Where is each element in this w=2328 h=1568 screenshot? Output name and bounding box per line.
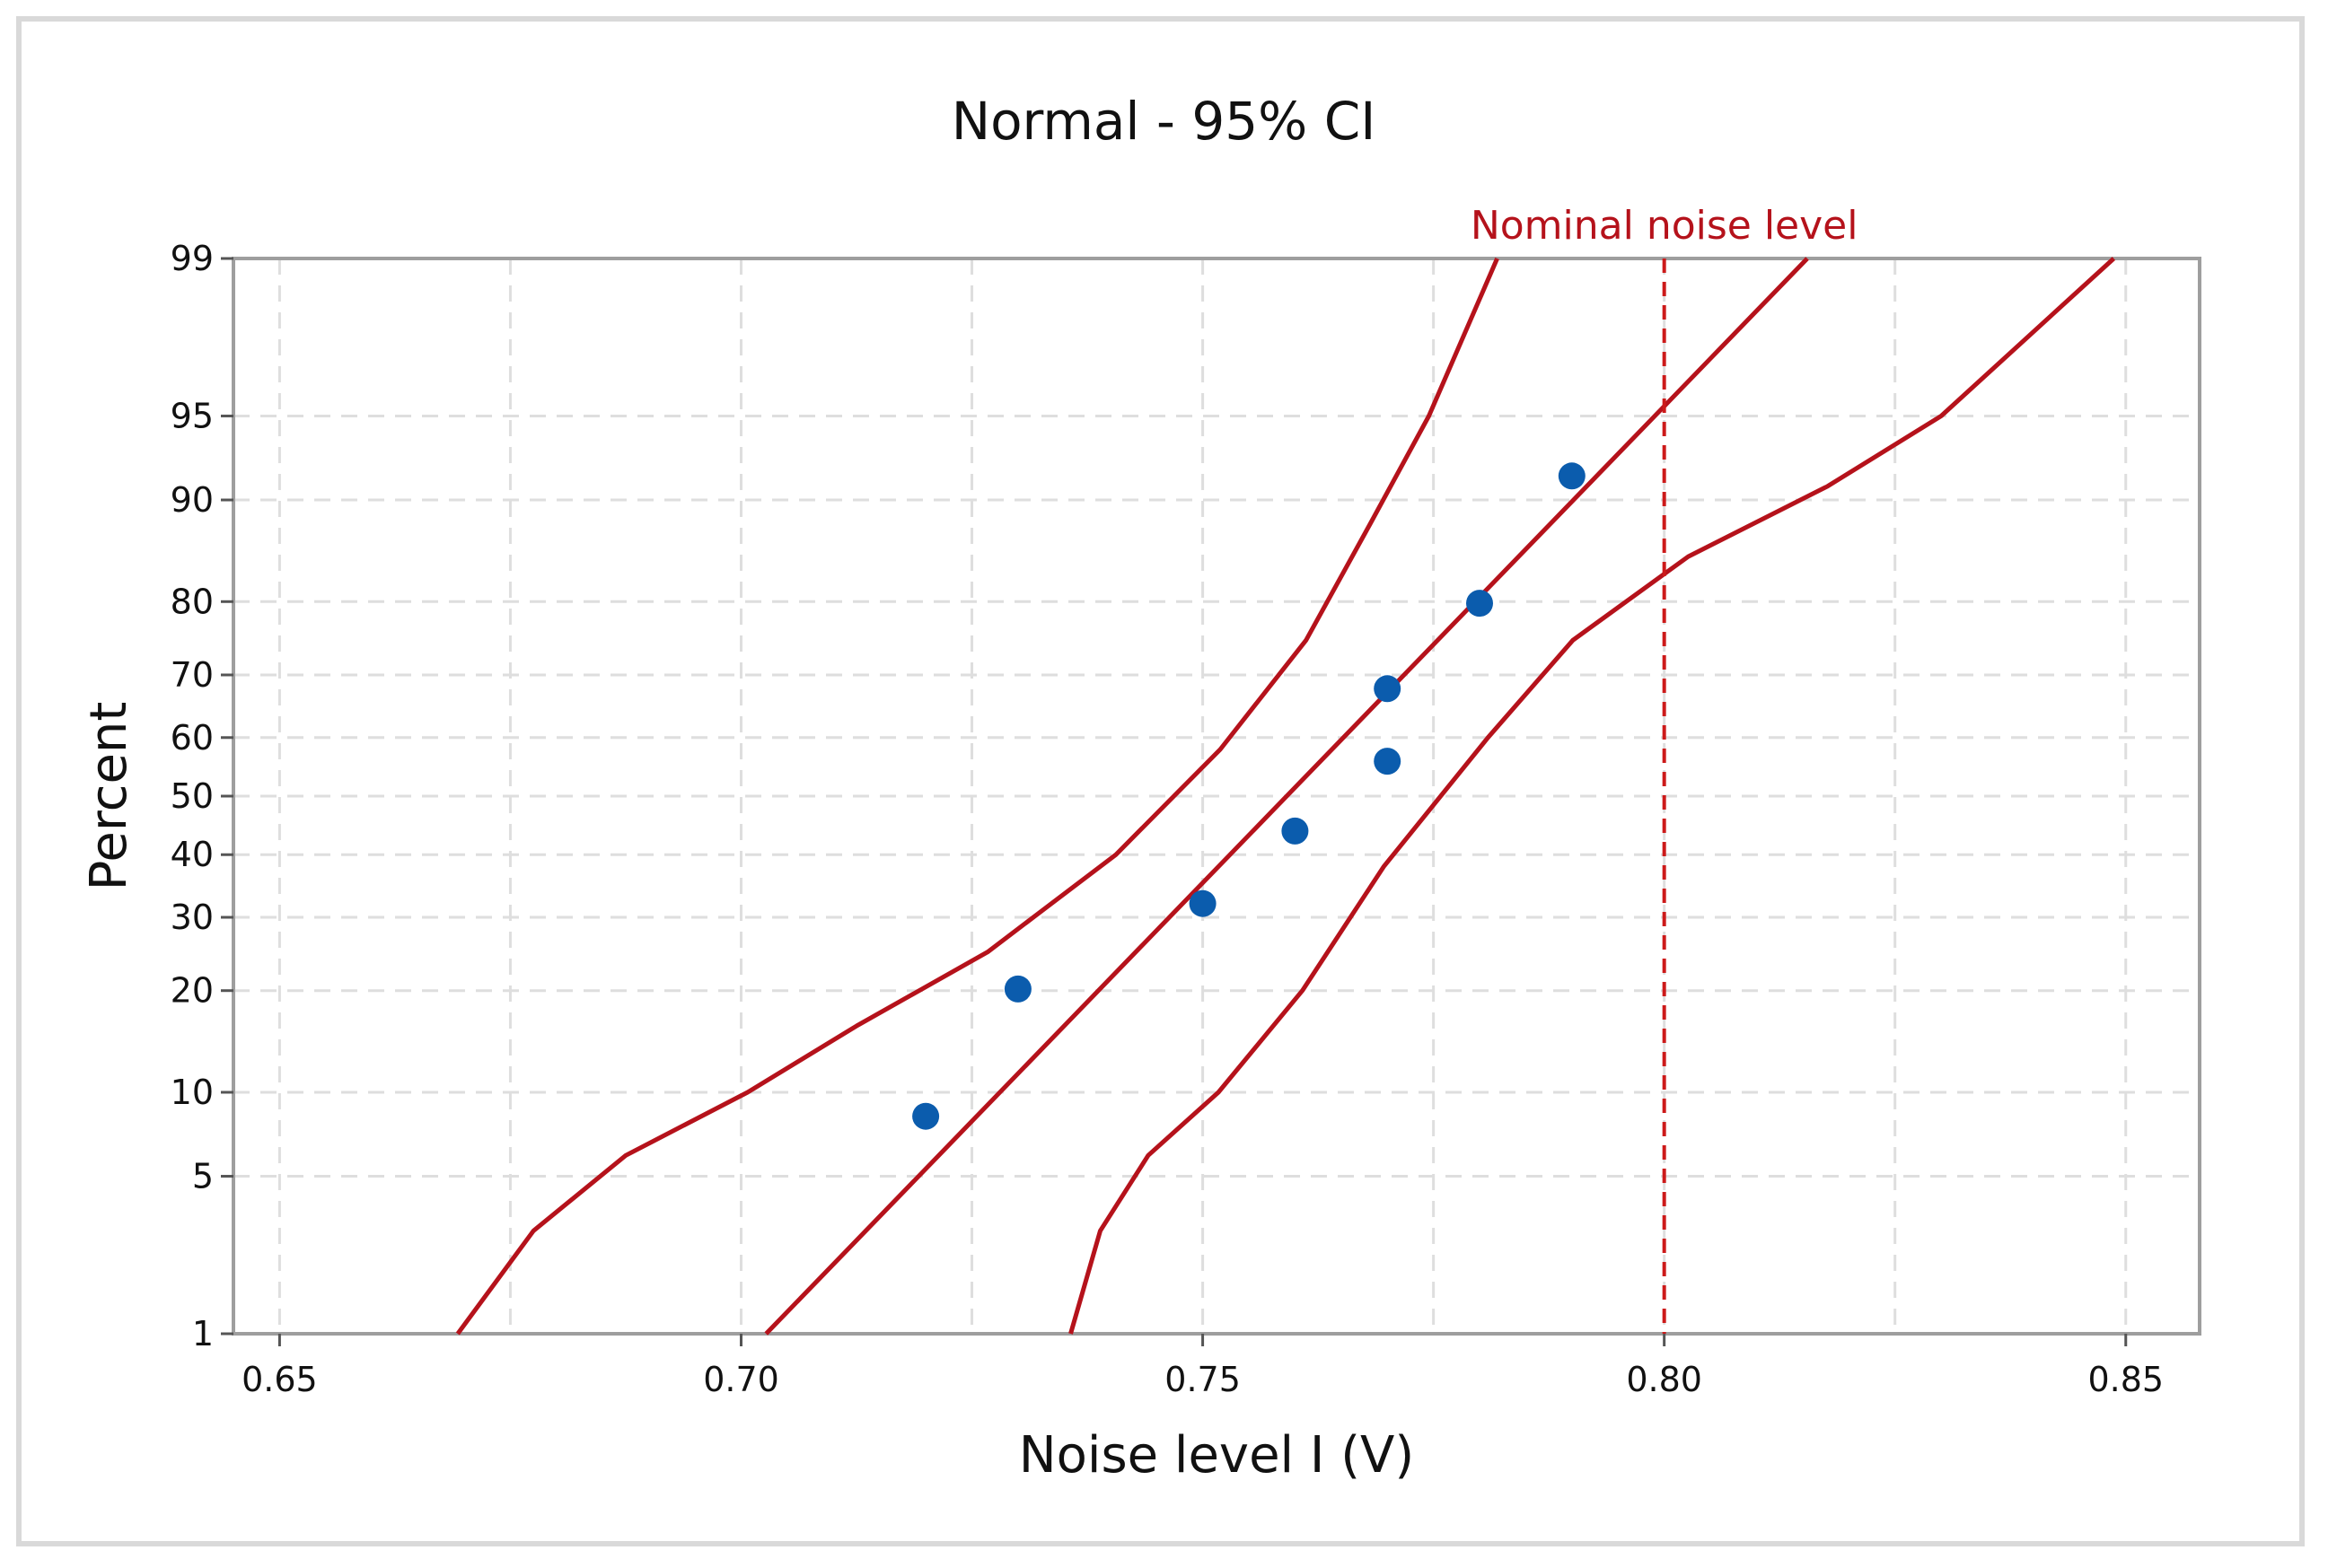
- ci-bound-left-curve: [455, 258, 1499, 1336]
- x-tick-label: 0.85: [2087, 1360, 2164, 1399]
- data-point: [1466, 590, 1493, 618]
- data-point: [1558, 462, 1586, 490]
- reference-line-label: Nominal noise level: [1471, 203, 1858, 249]
- reference-line-group: Nominal noise level: [1471, 203, 1858, 1334]
- y-tick-label: 50: [171, 776, 214, 816]
- y-tick-label: 20: [171, 971, 214, 1011]
- y-tick-label: 70: [171, 655, 214, 695]
- fit-and-ci-curves: [455, 257, 2116, 1336]
- y-tick-label: 80: [171, 582, 214, 621]
- fitted-line: [764, 257, 1809, 1336]
- data-point: [912, 1102, 940, 1130]
- x-axis-ticks: 0.65 0.70 0.75 0.80 0.85: [242, 1334, 2164, 1399]
- data-point: [1004, 975, 1032, 1003]
- y-tick-label: 60: [171, 718, 214, 758]
- y-tick-label: 95: [171, 396, 214, 435]
- x-tick-label: 0.75: [1164, 1360, 1241, 1399]
- y-tick-label: 99: [171, 239, 214, 278]
- ci-bound-right-curve: [1068, 257, 2116, 1335]
- x-tick-label: 0.70: [703, 1360, 779, 1399]
- y-axis-ticks: 1 5 10 20 30 40 50 60 70 80 90 95 99: [171, 239, 233, 1353]
- y-tick-label: 10: [171, 1073, 214, 1112]
- y-tick-label: 1: [192, 1314, 214, 1353]
- y-axis-title: Percent: [80, 702, 138, 891]
- y-tick-label: 5: [192, 1157, 214, 1196]
- data-point: [1189, 889, 1217, 917]
- data-point: [1281, 817, 1309, 845]
- y-tick-label: 30: [171, 898, 214, 937]
- chart-frame: [16, 16, 2305, 1546]
- chart-title: Normal - 95% CI: [952, 91, 1376, 152]
- data-point: [1374, 675, 1401, 703]
- data-point: [1374, 748, 1401, 775]
- y-tick-label: 40: [171, 835, 214, 874]
- x-tick-label: 0.80: [1626, 1360, 1702, 1399]
- x-axis-title: Noise level I (V): [1019, 1426, 1414, 1485]
- y-tick-label: 90: [171, 480, 214, 520]
- x-tick-label: 0.65: [242, 1360, 318, 1399]
- grid: [233, 258, 2200, 1334]
- data-points: [912, 462, 1586, 1130]
